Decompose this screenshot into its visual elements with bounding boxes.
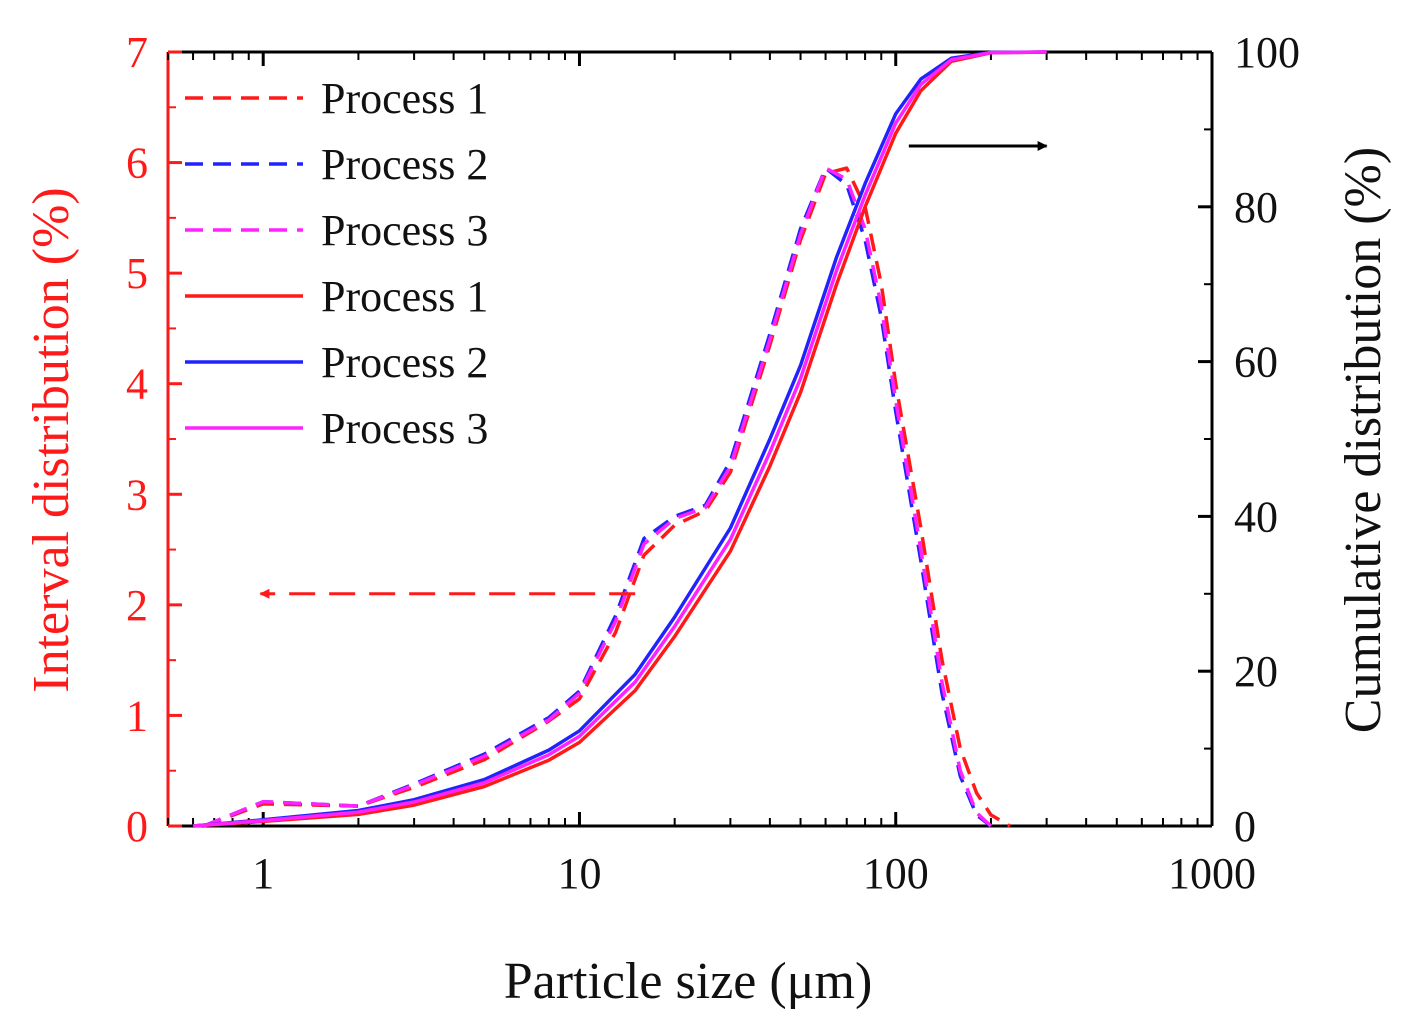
y-right-tick-label: 0 [1234, 802, 1256, 851]
y-left-tick-label: 7 [126, 28, 148, 77]
y-left-tick-label: 4 [126, 360, 148, 409]
legend-label: Process 1 [321, 272, 488, 321]
y-right-tick-label: 60 [1234, 338, 1278, 387]
y-left-axis-title: Interval distribution (%) [23, 187, 80, 692]
y-left-tick-label: 5 [126, 249, 148, 298]
y-right-tick-label: 40 [1234, 492, 1278, 541]
y-right-axis-title: Cumulative distribution (%) [1335, 147, 1392, 733]
series-line-interval-3 [203, 166, 993, 828]
y-left-tick-label: 1 [126, 691, 148, 740]
x-tick-label: 100 [863, 849, 929, 898]
x-tick-label: 10 [557, 849, 601, 898]
y-left-tick-label: 3 [126, 470, 148, 519]
x-tick-label: 1000 [1168, 849, 1256, 898]
y-right-tick-label: 80 [1234, 183, 1278, 232]
x-axis-title: Particle size (μm) [504, 953, 873, 1010]
series-line-cumulative-3 [192, 50, 1047, 828]
legend-label: Process 3 [321, 404, 488, 453]
y-left-tick-label: 0 [126, 802, 148, 851]
legend-label: Process 1 [321, 74, 488, 123]
legend-label: Process 2 [321, 338, 488, 387]
series-line-cumulative-1 [192, 50, 1047, 828]
legend-label: Process 2 [321, 140, 488, 189]
x-tick-label: 1 [252, 849, 274, 898]
series-line-cumulative-2 [192, 50, 1047, 828]
y-right-tick-label: 100 [1234, 28, 1300, 77]
y-right-tick-label: 20 [1234, 647, 1278, 696]
series-line-interval-1 [203, 166, 1011, 828]
y-left-tick-label: 6 [126, 139, 148, 188]
legend-label: Process 3 [321, 206, 488, 255]
y-left-tick-label: 2 [126, 581, 148, 630]
